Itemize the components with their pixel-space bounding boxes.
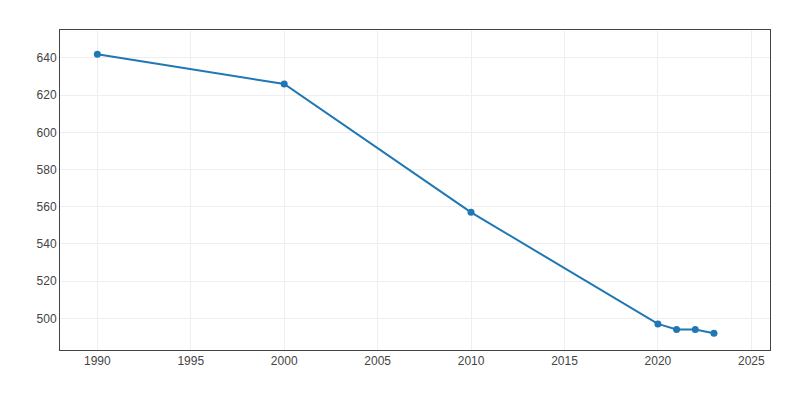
- svg-text:1995: 1995: [177, 354, 204, 368]
- svg-text:600: 600: [37, 126, 57, 140]
- svg-text:2010: 2010: [458, 354, 485, 368]
- svg-text:620: 620: [37, 88, 57, 102]
- svg-text:2020: 2020: [645, 354, 672, 368]
- svg-text:2005: 2005: [364, 354, 391, 368]
- svg-text:560: 560: [37, 200, 57, 214]
- svg-text:500: 500: [37, 312, 57, 326]
- svg-text:1990: 1990: [84, 354, 111, 368]
- svg-text:580: 580: [37, 163, 57, 177]
- svg-text:2025: 2025: [738, 354, 765, 368]
- svg-text:640: 640: [37, 51, 57, 65]
- svg-text:520: 520: [37, 274, 57, 288]
- svg-text:2000: 2000: [271, 354, 298, 368]
- svg-text:540: 540: [37, 237, 57, 251]
- svg-text:2015: 2015: [551, 354, 578, 368]
